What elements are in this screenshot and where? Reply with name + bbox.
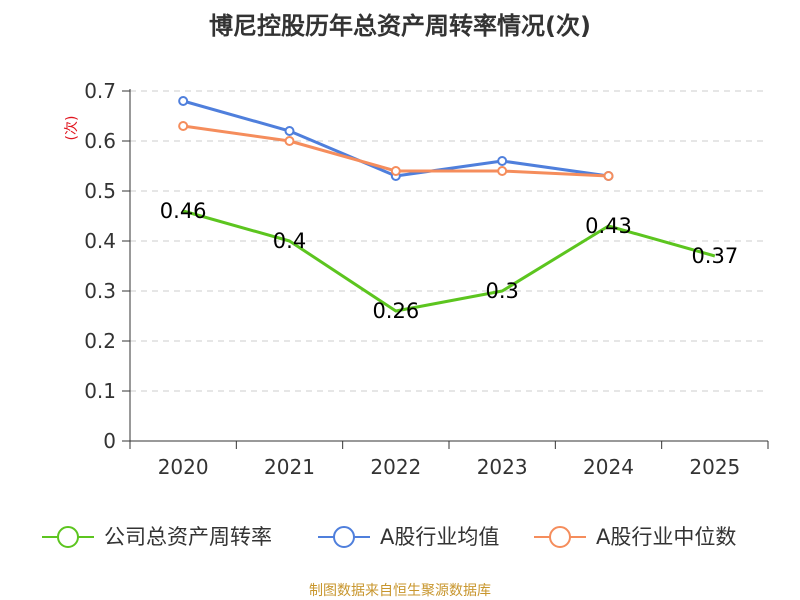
legend-marker — [549, 526, 571, 548]
data-label: 0.3 — [485, 279, 518, 303]
x-tick-label: 2023 — [477, 455, 528, 479]
legend-marker — [57, 526, 79, 548]
x-tick-label: 2021 — [264, 455, 315, 479]
legend-marker — [333, 526, 355, 548]
data-point — [178, 96, 189, 106]
x-ticks: 2020 2021 2022 2023 2024 2025 — [158, 455, 741, 479]
series-line-0 — [182, 209, 716, 313]
x-tick-label: 2022 — [370, 455, 421, 479]
grid — [130, 90, 768, 392]
data-label: 0.46 — [160, 199, 207, 223]
legend-item-1[interactable]: A股行业均值 — [318, 525, 499, 549]
legend-label: A股行业均值 — [380, 525, 499, 549]
legend-item-0[interactable]: 公司总资产周转率 — [42, 525, 272, 549]
data-label: 0.37 — [691, 244, 738, 268]
data-point — [497, 156, 508, 166]
legend[interactable]: 公司总资产周转率 A股行业均值 A股行业中位数 — [42, 525, 736, 549]
y-tick-label: 0 — [103, 429, 116, 453]
data-point — [284, 126, 295, 136]
y-tick-label: 0.7 — [84, 79, 116, 103]
legend-item-2[interactable]: A股行业中位数 — [534, 525, 736, 549]
y-tick-label: 0.5 — [84, 179, 116, 203]
y-tick-label: 0.4 — [84, 229, 116, 253]
x-tick-label: 2024 — [583, 455, 634, 479]
series-layer — [178, 96, 716, 313]
data-point — [603, 171, 614, 181]
y-ticks: 0 0.1 0.2 0.3 0.4 0.5 0.6 0.7 — [84, 79, 116, 453]
data-point — [284, 136, 295, 146]
data-point — [178, 121, 189, 131]
x-tick-label: 2025 — [689, 455, 740, 479]
legend-label: A股行业中位数 — [596, 525, 736, 549]
data-point — [390, 166, 401, 176]
y-tick-label: 0.3 — [84, 279, 116, 303]
y-tick-label: 0.6 — [84, 129, 116, 153]
x-tick-label: 2020 — [158, 455, 209, 479]
data-label: 0.26 — [372, 299, 419, 323]
source-note: 制图数据来自恒生聚源数据库 — [309, 583, 491, 599]
series-line-1 — [182, 99, 609, 178]
chart-title: 博尼控股历年总资产周转率情况(次) — [209, 12, 591, 40]
data-point — [497, 166, 508, 176]
data-label: 0.4 — [273, 229, 306, 253]
y-axis-label: (次) — [64, 116, 80, 141]
legend-label: 公司总资产周转率 — [104, 525, 272, 549]
y-tick-label: 0.2 — [84, 329, 116, 353]
axes — [122, 89, 769, 449]
data-label: 0.43 — [585, 214, 632, 238]
y-tick-label: 0.1 — [84, 379, 116, 403]
data-labels: 0.46 0.4 0.26 0.3 0.43 0.37 — [160, 199, 738, 323]
